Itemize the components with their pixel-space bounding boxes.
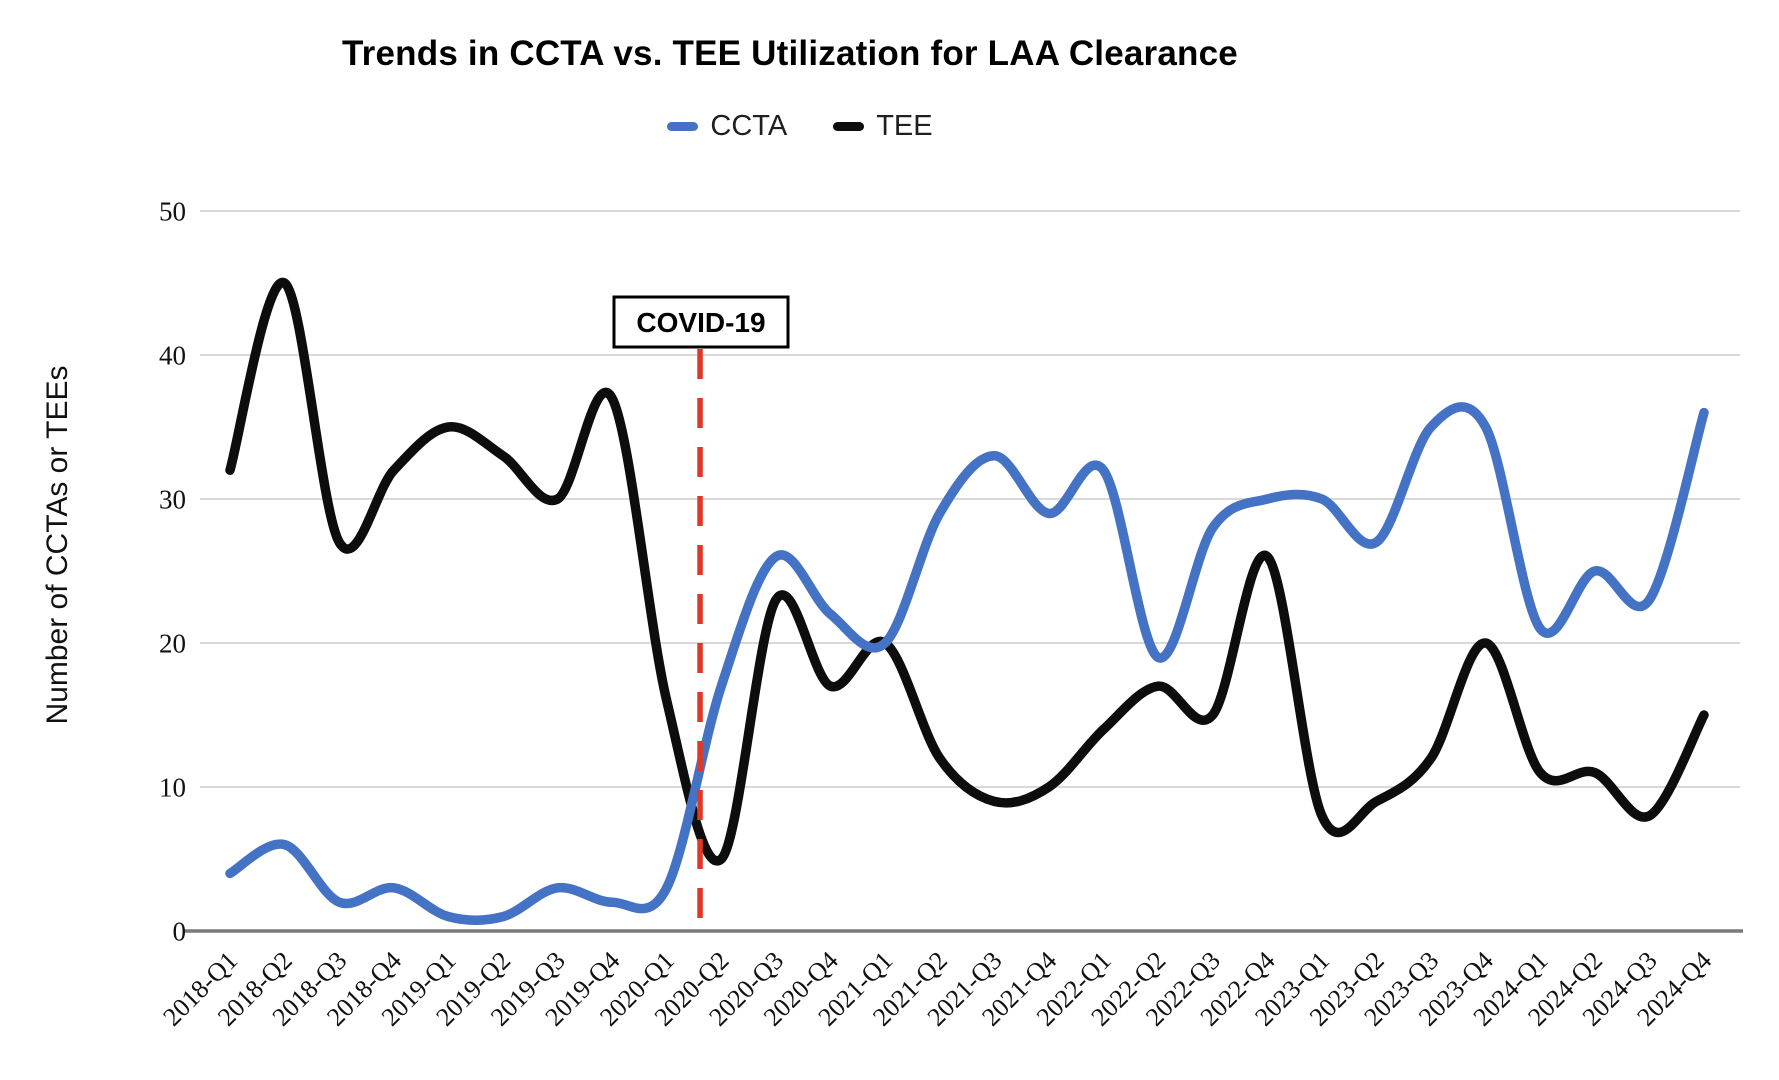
series-lines [225, 278, 1709, 925]
covid-label: COVID-19 [636, 307, 765, 338]
legend: CCTA TEE [0, 110, 1600, 143]
x-tick-labels: 2018-Q12018-Q22018-Q32018-Q42019-Q12019-… [157, 946, 1717, 1032]
y-tick-label: 40 [159, 341, 186, 371]
tee-line [225, 278, 1709, 866]
legend-label-tee: TEE [876, 110, 933, 142]
y-tick-label: 10 [159, 773, 186, 803]
y-tick-label: 0 [173, 917, 187, 947]
y-gridlines [183, 210, 1743, 933]
chart-title: Trends in CCTA vs. TEE Utilization for L… [342, 34, 1238, 73]
tee-swatch-icon [833, 122, 865, 131]
covid-label-box [612, 295, 790, 349]
y-tick-label: 50 [159, 197, 186, 227]
ccta-swatch-icon [667, 122, 699, 131]
y-tick-label: 30 [159, 485, 186, 515]
y-tick-label: 20 [159, 629, 186, 659]
covid-annotation: COVID-19 [612, 295, 790, 349]
legend-label-ccta: CCTA [710, 110, 788, 142]
y-tick-labels: 0 10 20 30 40 50 [159, 197, 186, 947]
legend-item-tee: TEE [833, 110, 933, 143]
legend-item-ccta: CCTA [667, 110, 787, 143]
ccta-line [225, 402, 1709, 925]
